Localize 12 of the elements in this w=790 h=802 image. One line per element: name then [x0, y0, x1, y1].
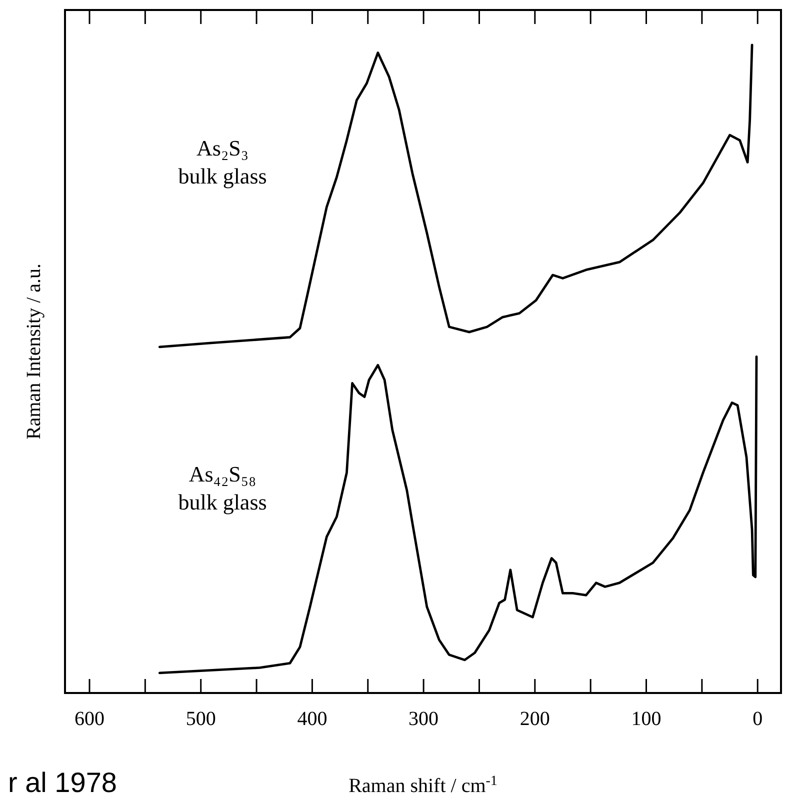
text: As₄₂S₅₈ bulk glass [178, 462, 267, 515]
x-tick-label: 600 [74, 708, 104, 730]
x-tick-label: 0 [752, 708, 763, 730]
x-tick-label: 300 [408, 708, 439, 730]
x-tick-label: 200 [520, 708, 550, 730]
text: As₂S₃ bulk glass [178, 136, 267, 189]
text: r al 1978 [8, 767, 117, 798]
x-tick-label: 400 [297, 708, 328, 730]
x-axis-title: Raman shift / cm$^{-1}$ [348, 774, 498, 797]
x-tick-label: 500 [186, 708, 216, 730]
y-axis-title: Raman Intensity / a.u. [23, 263, 45, 440]
x-tick-label: 100 [631, 708, 662, 730]
